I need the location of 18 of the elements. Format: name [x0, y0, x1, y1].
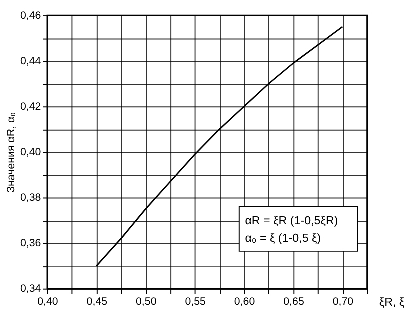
annotation: α₀ = ξ (1-0,5 ξ): [245, 232, 322, 245]
x-tick-label: 0,65: [284, 296, 304, 308]
annotation: αR = ξR (1-0,5ξR): [245, 214, 338, 228]
y-axis-title: Значения αR, α₀: [6, 112, 18, 193]
y-tick-label: 0,34: [20, 283, 42, 296]
x-tick-label: 0,70: [332, 296, 354, 308]
y-tick-label: 0,46: [20, 10, 42, 22]
x-tick-label: 0,60: [234, 296, 256, 308]
x-tick-label: 0,40: [38, 296, 58, 308]
y-tick-label: 0,38: [20, 192, 42, 204]
y-tick-label: 0,42: [20, 101, 42, 114]
x-tick-label: 0,45: [86, 296, 108, 308]
x-tick-label: 0,55: [185, 296, 206, 308]
y-tick-label: 0,40: [20, 146, 42, 159]
x-tick-label: 0,50: [136, 296, 157, 308]
y-tick-label: 0,44: [20, 55, 42, 68]
y-tick-label: 0,36: [20, 238, 42, 250]
x-axis-title: ξR, ξ: [379, 296, 405, 309]
